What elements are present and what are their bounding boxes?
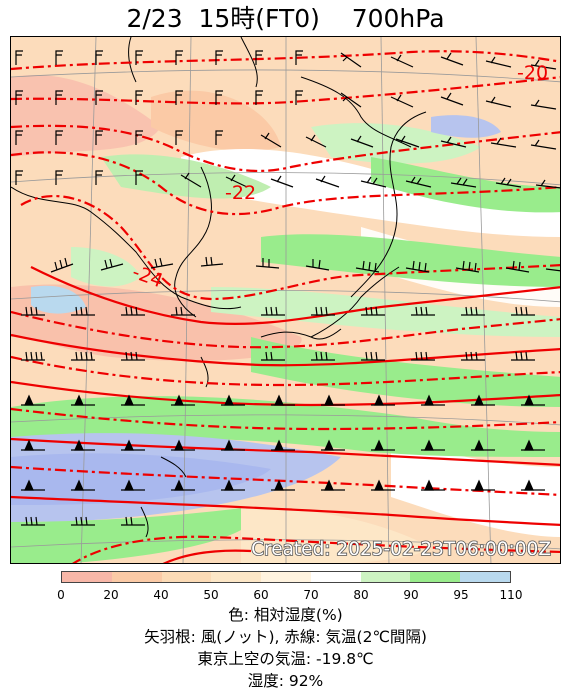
colorbar-segment <box>410 572 461 582</box>
colorbar-segment <box>310 572 361 582</box>
colorbar-segment <box>261 572 311 582</box>
tokyo-temperature: 東京上空の気温: -19.8℃ <box>197 650 374 668</box>
colorbar-tick-label: 20 <box>103 588 119 602</box>
legend-color-desc: 色: 相対湿度(%) <box>228 606 343 624</box>
colorbar-segment <box>460 572 510 582</box>
humidity-colorbar <box>61 571 511 583</box>
colorbar-tick-label: 40 <box>153 588 169 602</box>
colorbar-tick-label: 110 <box>499 588 523 602</box>
created-timestamp: Created: 2025-02-23T06:00:00Z <box>251 539 551 560</box>
colorbar-tick-label: 60 <box>253 588 269 602</box>
tokyo-humidity: 湿度: 92% <box>247 672 324 690</box>
colorbar-segment <box>360 572 411 582</box>
legend-wind-desc: 矢羽根: 風(ノット), 赤線: 気温(2℃間隔) <box>144 628 427 646</box>
colorbar-ticks: 0 20 40 50 60 70 80 90 95 110 <box>57 588 522 604</box>
isotherm-label: -22 <box>225 182 256 204</box>
colorbar-tick-label: 80 <box>353 588 369 602</box>
colorbar-segment <box>62 572 112 582</box>
colorbar-tick-label: 95 <box>453 588 469 602</box>
colorbar-tick-label: 70 <box>303 588 319 602</box>
map-title: 2/23 15時(FT0) 700hPa <box>126 4 445 33</box>
colorbar-tick-label: 0 <box>57 588 65 602</box>
colorbar-segment <box>111 572 162 582</box>
colorbar-segment <box>161 572 212 582</box>
weather-map: -20 -22 -24 Created: 2025-02-23T06:00:00… <box>10 36 561 564</box>
isotherm-label: -20 <box>517 62 548 84</box>
colorbar-tick-label: 50 <box>203 588 219 602</box>
colorbar-tick-label: 90 <box>403 588 419 602</box>
colorbar-segment <box>211 572 262 582</box>
